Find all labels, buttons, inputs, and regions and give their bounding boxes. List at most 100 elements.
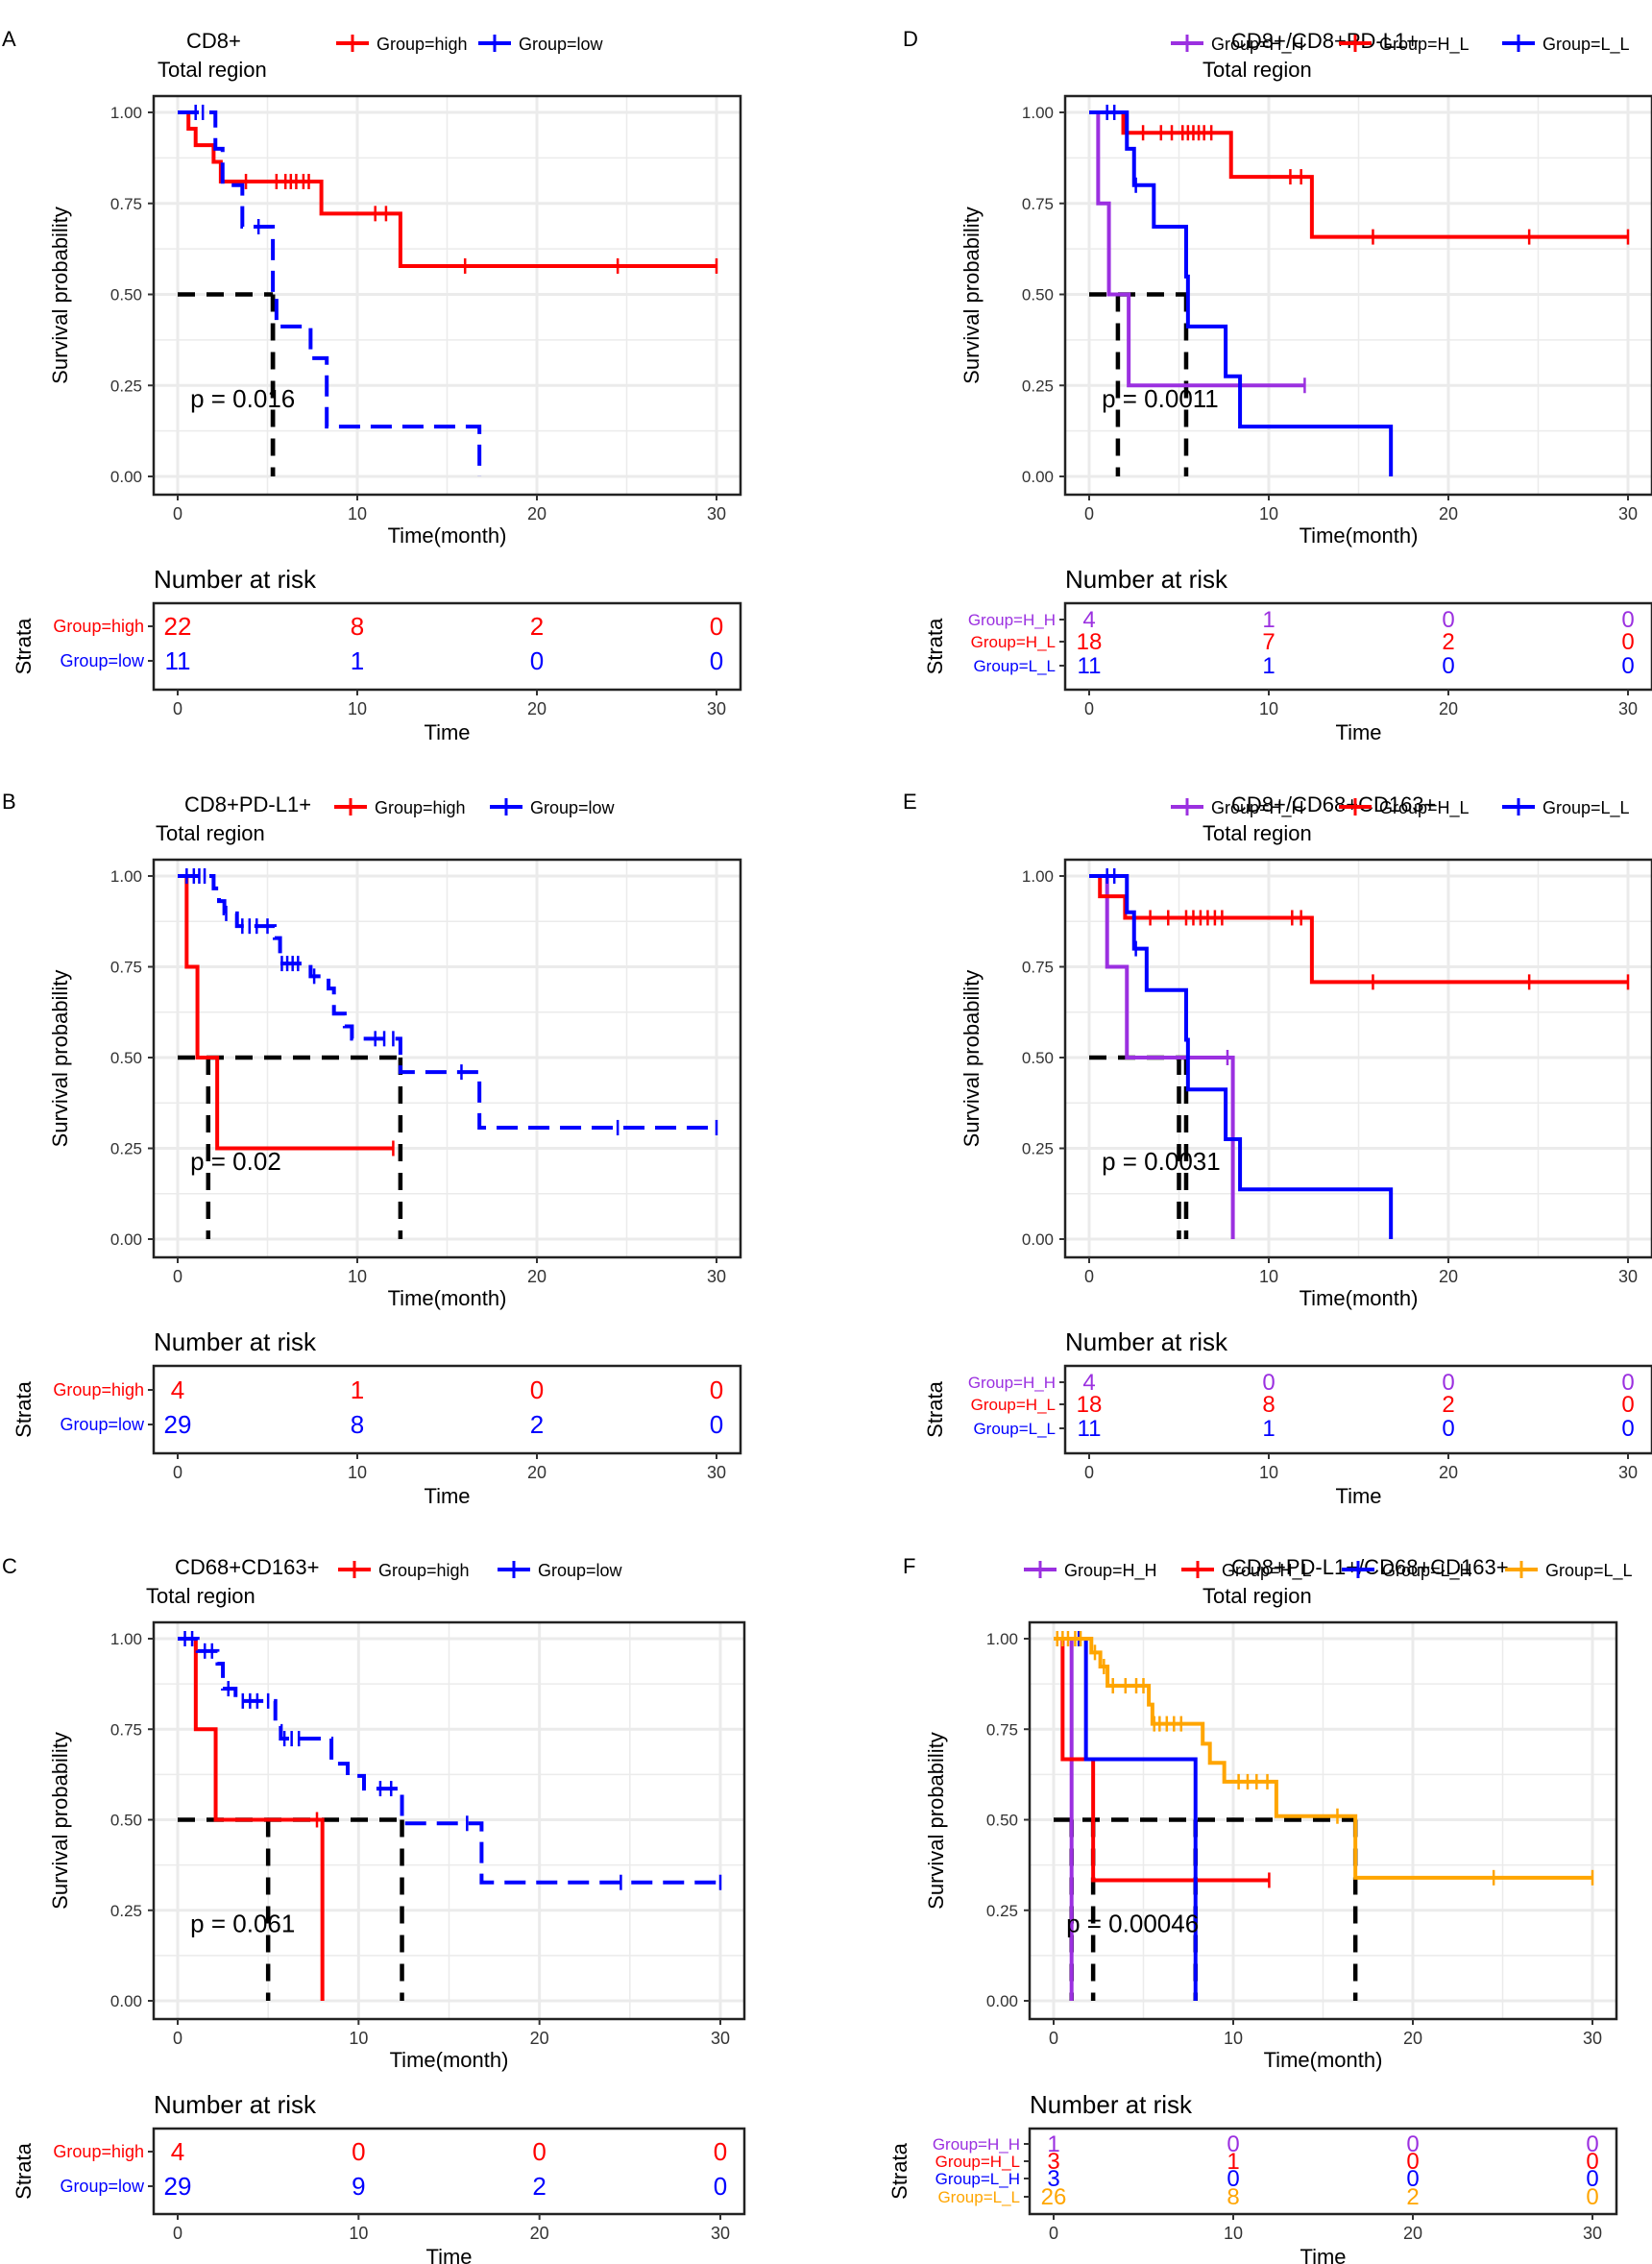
- x-tick-label: 30: [707, 504, 726, 523]
- risk-count: 1: [1262, 653, 1275, 679]
- x-tick-label: 30: [1583, 2029, 1602, 2048]
- survival-curve-l-l: [1089, 110, 1394, 476]
- risk-count: 3: [1047, 2166, 1059, 2192]
- risk-table-y-title: Strata: [12, 618, 36, 674]
- x-tick-label: 0: [1049, 2029, 1058, 2048]
- survival-curve-high: [178, 874, 394, 1151]
- risk-count: 8: [1262, 1392, 1275, 1418]
- risk-table-x-title: Time: [1335, 1484, 1381, 1508]
- x-tick-label: 30: [1583, 2224, 1602, 2243]
- x-tick-label: 30: [1618, 699, 1638, 718]
- risk-count: 0: [1621, 607, 1634, 633]
- plot-title: CD8+PD-L1+: [184, 792, 311, 816]
- x-tick-label: 30: [707, 1463, 726, 1482]
- risk-count: 1: [351, 646, 364, 675]
- x-tick-label: 10: [1224, 2029, 1243, 2048]
- risk-count: 0: [1227, 2131, 1239, 2157]
- risk-table-x-title: Time: [424, 720, 470, 744]
- x-tick-label: 0: [1084, 504, 1094, 523]
- x-tick-label: 10: [349, 2224, 368, 2243]
- risk-table-x-title: Time: [425, 2245, 472, 2264]
- risk-count: 1: [351, 1375, 364, 1404]
- risk-row-label: Group=high: [53, 2142, 144, 2161]
- risk-count: 0: [352, 2137, 365, 2166]
- y-tick-label: 0.00: [986, 1992, 1018, 2010]
- y-axis-title: Survival probability: [48, 970, 72, 1148]
- y-axis-title: Survival probability: [960, 970, 984, 1148]
- risk-row-label: Group=high: [53, 1380, 144, 1400]
- x-tick-label: 30: [711, 2029, 730, 2048]
- risk-count: 4: [171, 2137, 184, 2166]
- x-tick-label: 10: [348, 1463, 367, 1482]
- x-tick-label: 20: [1439, 1267, 1458, 1286]
- y-tick-label: 0.00: [110, 1230, 142, 1249]
- plot-title: CD8+PD-L1+/CD68+CD163+: [1231, 1555, 1509, 1579]
- x-tick-label: 10: [348, 1267, 367, 1286]
- risk-row-label: Group=H_H: [968, 1374, 1056, 1392]
- y-tick-label: 1.00: [110, 104, 142, 122]
- y-tick-label: 0.50: [110, 1049, 142, 1067]
- x-tick-label: 0: [173, 1463, 182, 1482]
- x-axis-title: Time(month): [1300, 1286, 1419, 1310]
- legend-label: Group=H_L: [1222, 1561, 1312, 1581]
- risk-table-x-title: Time: [1300, 2245, 1346, 2264]
- plot-subtitle: Total region: [1203, 58, 1312, 82]
- y-tick-label: 0.25: [1022, 1140, 1054, 1158]
- y-tick-label: 0.25: [1022, 377, 1054, 395]
- p-value-label: p = 0.061: [190, 1909, 295, 1937]
- legend-label: Group=L_L: [1545, 1561, 1633, 1581]
- risk-count: 0: [1621, 1392, 1634, 1418]
- risk-count: 0: [710, 612, 723, 641]
- y-tick-label: 0.50: [110, 1812, 142, 1830]
- x-tick-label: 20: [527, 1463, 547, 1482]
- risk-row-label: Group=H_L: [935, 2153, 1020, 2171]
- risk-count: 29: [164, 2172, 192, 2201]
- risk-count: 0: [710, 1375, 723, 1404]
- y-axis-title: Survival probability: [924, 1732, 948, 1910]
- x-axis-title: Time(month): [1264, 2048, 1383, 2072]
- risk-count: 4: [1082, 1370, 1095, 1396]
- x-tick-label: 0: [173, 699, 182, 718]
- x-tick-label: 10: [349, 2029, 368, 2048]
- panel-letter: B: [2, 790, 16, 814]
- x-tick-label: 0: [173, 1267, 182, 1286]
- risk-count: 0: [532, 2137, 546, 2166]
- y-tick-label: 0.75: [986, 1720, 1018, 1739]
- x-tick-label: 10: [1259, 699, 1278, 718]
- risk-table-title: Number at risk: [1065, 1327, 1228, 1356]
- risk-count: 0: [1442, 1416, 1454, 1442]
- p-value-label: p = 0.016: [190, 384, 295, 413]
- risk-row-label: Group=high: [53, 617, 144, 636]
- x-tick-label: 20: [527, 504, 547, 523]
- risk-count: 0: [530, 1375, 544, 1404]
- risk-row-label: Group=low: [60, 2177, 145, 2196]
- legend-label: Group=high: [377, 35, 468, 54]
- x-tick-label: 20: [527, 1267, 547, 1286]
- plot-title: CD8+/CD8+PD-L1+: [1231, 29, 1419, 53]
- x-axis-title: Time(month): [388, 523, 507, 548]
- risk-count: 8: [351, 612, 364, 641]
- p-value-label: p = 0.00046: [1066, 1909, 1199, 1937]
- risk-count: 0: [1586, 2184, 1598, 2210]
- x-tick-label: 30: [1618, 1267, 1638, 1286]
- risk-count: 26: [1041, 2184, 1067, 2210]
- y-axis-title: Survival probability: [48, 1732, 72, 1910]
- risk-count: 2: [1442, 629, 1454, 655]
- y-tick-label: 1.00: [1022, 867, 1054, 886]
- risk-table-x-title: Time: [1335, 720, 1381, 744]
- p-value-label: p = 0.0031: [1102, 1147, 1221, 1176]
- x-tick-label: 20: [1439, 1463, 1458, 1482]
- legend-label: Group=H_L: [1379, 798, 1470, 818]
- y-tick-label: 0.00: [1022, 468, 1054, 486]
- risk-count: 0: [1621, 1370, 1634, 1396]
- survival-curve-h-l: [1089, 110, 1628, 239]
- legend-label: Group=high: [378, 1561, 470, 1580]
- risk-count: 2: [532, 2172, 546, 2201]
- p-value-label: p = 0.0011: [1102, 384, 1219, 413]
- plot-title: CD8+: [186, 29, 241, 53]
- x-axis-title: Time(month): [1300, 523, 1419, 548]
- risk-row-label: Group=H_H: [933, 2135, 1020, 2154]
- plot-title: CD8+/CD68+CD163+: [1231, 792, 1436, 816]
- plot-subtitle: Total region: [146, 1584, 255, 1608]
- x-tick-label: 30: [1618, 504, 1638, 523]
